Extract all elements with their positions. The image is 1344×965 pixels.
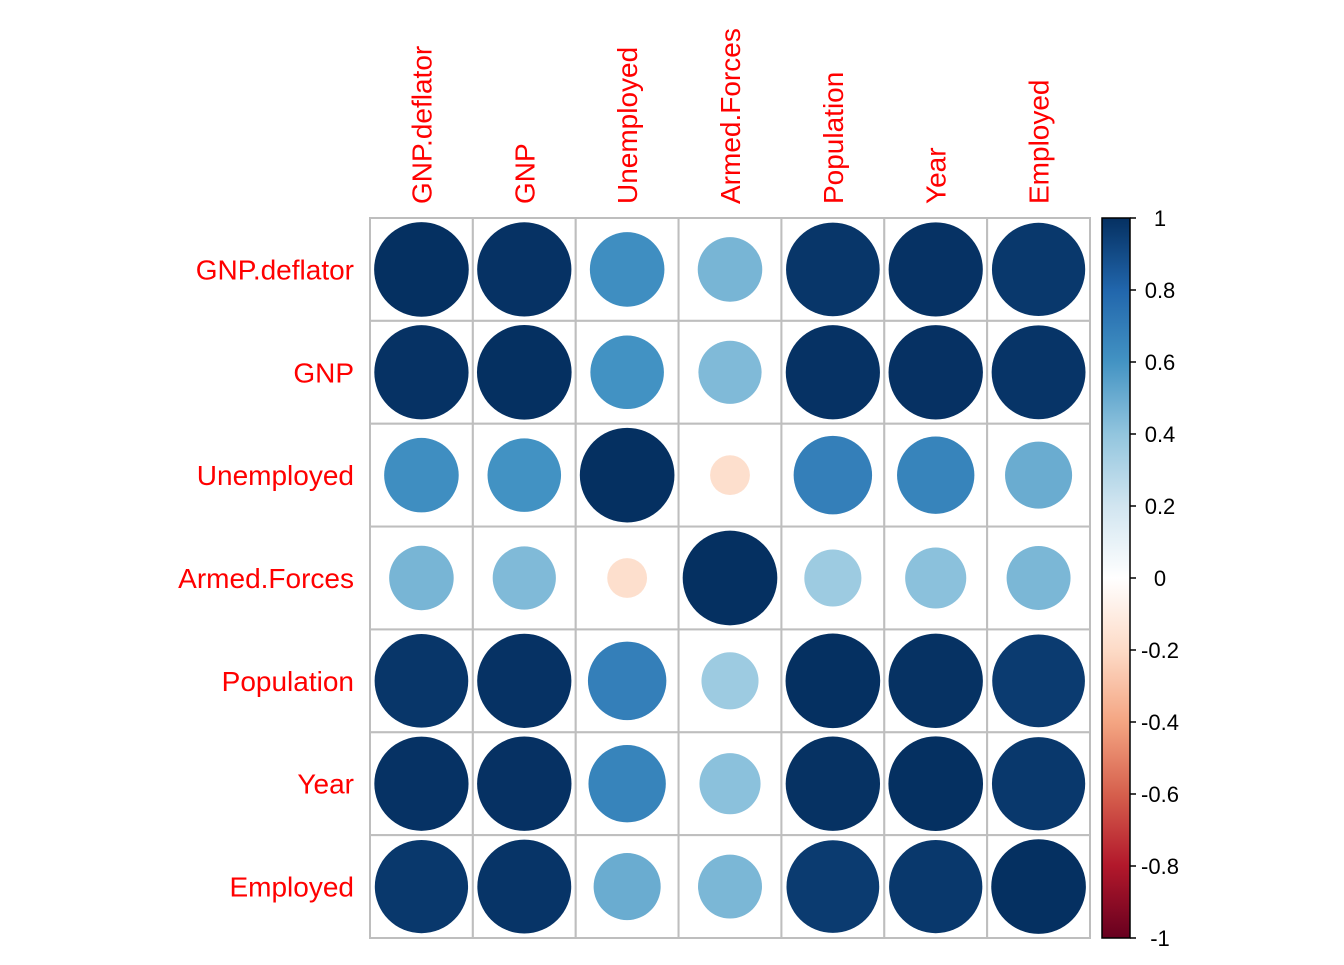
corr-circle-Year-Armed.Forces <box>699 753 761 815</box>
corr-circle-Year-Population <box>785 736 881 831</box>
corr-circle-GNP.deflator-GNP <box>477 222 572 317</box>
corr-circle-GNP.deflator-Unemployed <box>589 232 665 307</box>
colorbar-tick-label: 0.8 <box>1145 278 1176 303</box>
corr-circle-Population-GNP <box>477 633 572 728</box>
corr-circle-Unemployed-Armed.Forces <box>710 455 750 496</box>
corr-circle-Year-Employed <box>991 737 1086 831</box>
colorbar: 1 0.8 0.6 0.4 0.2 0 -0.2 -0.4 -0.6 -0.8 -1 <box>1101 206 1179 951</box>
corr-circle-Employed-Armed.Forces <box>698 854 762 919</box>
column-labels: GNP.deflator GNP Unemployed Armed.Forces Pop… <box>406 28 1054 204</box>
row-label: Year <box>297 769 354 800</box>
colorbar-tick-label: 1 <box>1154 206 1166 231</box>
corr-circle-GNP.deflator-Population <box>786 222 880 317</box>
row-label: Unemployed <box>197 460 354 491</box>
corr-circle-Population-Unemployed <box>587 641 667 721</box>
row-labels: GNP.deflator GNP Unemployed Armed.Forces Pop… <box>178 254 354 902</box>
grid-cell <box>677 731 783 837</box>
circles <box>374 222 1086 934</box>
corr-circle-GNP.deflator-Employed <box>991 222 1086 317</box>
corr-circle-GNP-Population <box>785 325 880 420</box>
colorbar-tick-label: 0.2 <box>1145 494 1176 519</box>
corr-circle-Unemployed-Year <box>897 436 975 514</box>
column-label: Year <box>921 147 952 204</box>
corr-circle-Employed-Unemployed <box>593 853 661 921</box>
corr-circle-Year-GNP <box>477 736 572 831</box>
corr-circle-Unemployed-Employed <box>1005 441 1073 509</box>
colorbar-tick-label: -0.8 <box>1141 854 1179 879</box>
corr-circle-Armed.Forces-Year <box>905 547 967 609</box>
colorbar-tick-label: -0.6 <box>1141 782 1179 807</box>
corr-circle-Armed.Forces-Armed.Forces <box>682 530 778 626</box>
corr-circle-GNP-GNP.deflator <box>374 325 469 420</box>
colorbar-tick-label: 0.6 <box>1145 350 1176 375</box>
corr-circle-Armed.Forces-Employed <box>1006 546 1071 610</box>
corr-circle-GNP-Armed.Forces <box>698 340 762 404</box>
column-label: GNP.deflator <box>406 46 437 204</box>
corr-circle-Employed-Population <box>786 840 880 933</box>
corr-circle-Unemployed-Unemployed <box>579 427 675 523</box>
corr-circle-Armed.Forces-GNP <box>492 546 556 610</box>
corr-circle-Armed.Forces-Population <box>804 549 862 607</box>
column-label: GNP <box>509 143 540 204</box>
corr-circle-GNP-Year <box>888 325 983 420</box>
corr-circle-Population-Year <box>888 633 983 729</box>
row-label: Armed.Forces <box>178 563 354 594</box>
corr-circle-Armed.Forces-GNP.deflator <box>389 545 454 611</box>
corr-circle-Employed-Employed <box>991 839 1086 934</box>
corr-circle-Year-Year <box>888 736 984 832</box>
corr-circle-Employed-GNP.deflator <box>374 839 469 934</box>
row-label: GNP <box>293 357 354 388</box>
corr-circle-GNP-GNP <box>476 324 572 420</box>
row-label: Population <box>222 666 354 697</box>
corr-circle-Employed-Year <box>889 839 983 934</box>
grid-cell <box>369 525 474 631</box>
corr-circle-GNP.deflator-GNP.deflator <box>374 222 469 317</box>
colorbar-tick-label: -0.2 <box>1141 638 1179 663</box>
column-label: Unemployed <box>612 47 643 204</box>
row-label: Employed <box>229 872 354 903</box>
column-label: Population <box>818 72 849 204</box>
corr-circle-Year-GNP.deflator <box>374 736 469 831</box>
corr-circle-Unemployed-GNP <box>487 438 562 512</box>
corr-circle-Year-Unemployed <box>588 745 666 823</box>
corr-circle-GNP-Unemployed <box>590 335 664 410</box>
column-label: Armed.Forces <box>715 28 746 204</box>
corr-circle-Population-Employed <box>992 634 1085 728</box>
colorbar-tick-label: -0.4 <box>1141 710 1179 735</box>
corr-circle-Population-GNP.deflator <box>374 634 469 728</box>
row-label: GNP.deflator <box>196 254 354 285</box>
corr-circle-GNP.deflator-Year <box>888 222 983 317</box>
corr-circle-Unemployed-Population <box>793 435 873 515</box>
corr-circle-Population-Armed.Forces <box>701 652 759 710</box>
colorbar-tick-label: -1 <box>1150 926 1170 951</box>
corr-circle-GNP-Employed <box>991 325 1086 420</box>
column-label: Employed <box>1024 79 1055 204</box>
corr-circle-Employed-GNP <box>477 839 572 934</box>
corr-circle-GNP.deflator-Armed.Forces <box>697 237 763 302</box>
corr-circle-Population-Population <box>785 633 881 729</box>
colorbar-gradient <box>1101 217 1131 939</box>
colorbar-tick-label: 0 <box>1154 566 1166 591</box>
corr-circle-Armed.Forces-Unemployed <box>607 558 648 598</box>
corr-circle-Unemployed-GNP.deflator <box>384 437 459 513</box>
colorbar-tick-label: 0.4 <box>1145 422 1176 447</box>
